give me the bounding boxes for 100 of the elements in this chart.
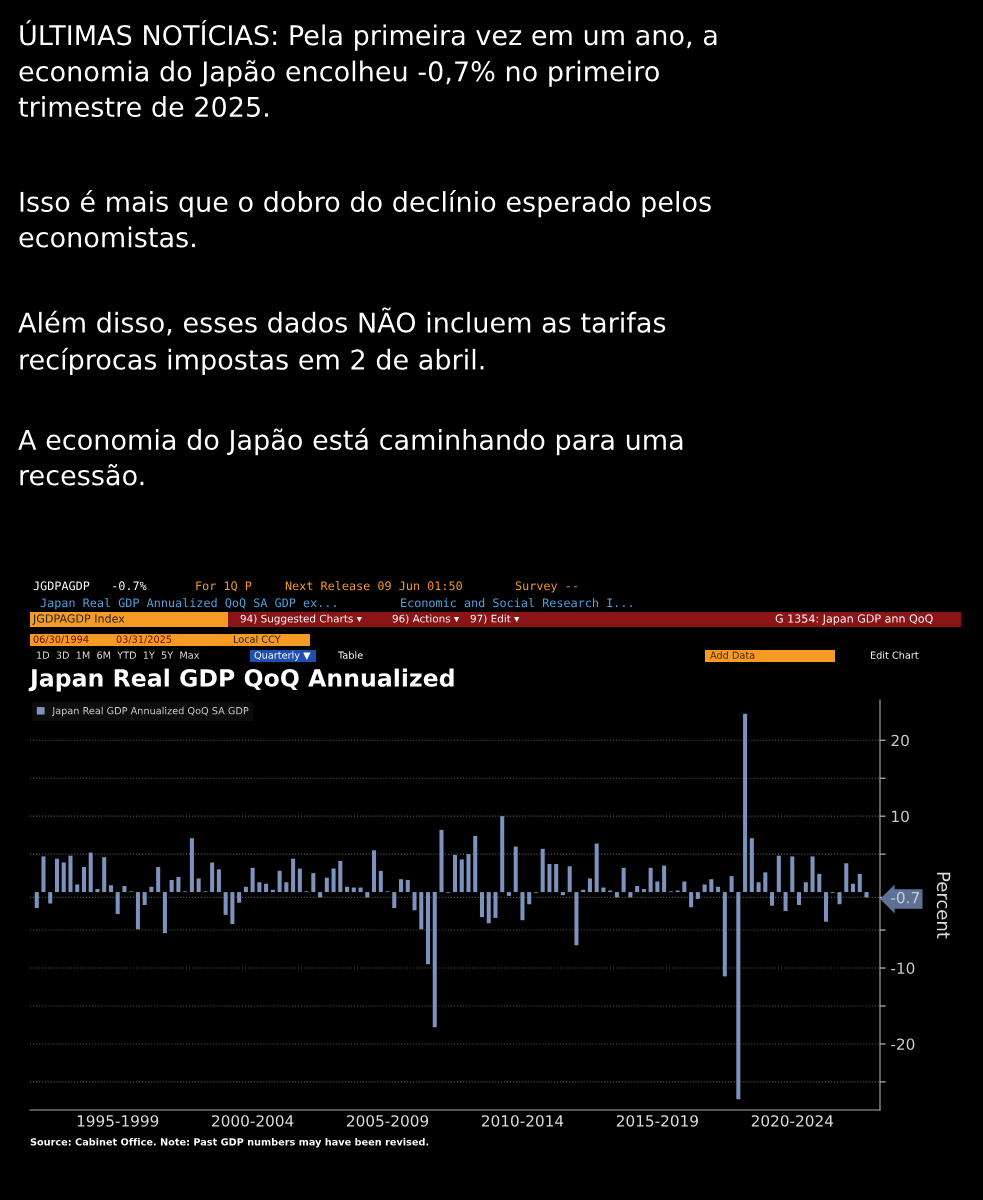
- bar: [196, 878, 201, 893]
- bar: [479, 892, 485, 918]
- text: Japan Real GDP Annualized QoQ SA GDP ex...: [40, 598, 336, 610]
- bar: [837, 892, 842, 905]
- bar: [743, 713, 748, 893]
- bar: [189, 838, 194, 893]
- text: JGDPAGDP Index: [32, 614, 125, 625]
- bar: [560, 892, 565, 896]
- text: Isso é mais que o dobro do declínio esperado pelos economistas.: [19, 190, 711, 248]
- bar: [432, 892, 437, 1028]
- bar: [547, 864, 552, 893]
- bar: [54, 858, 60, 893]
- bar: [587, 878, 592, 893]
- bar: [61, 862, 66, 893]
- bar: [689, 892, 694, 908]
- x-tick-label: 2015-2019: [616, 1115, 698, 1127]
- bar: [662, 865, 667, 893]
- bar: [749, 838, 754, 893]
- bar: [264, 883, 269, 893]
- bar: [554, 864, 559, 893]
- bar: [338, 860, 343, 893]
- text: A economia do Japão está caminhando para uma recessão.: [18, 428, 683, 486]
- bar: [628, 892, 633, 898]
- y-tick-label: -20: [891, 1038, 915, 1050]
- bar: [716, 886, 721, 893]
- bar: [331, 868, 336, 893]
- text: Local CCY: [233, 635, 281, 643]
- bar: [399, 879, 404, 893]
- bar: [135, 892, 140, 930]
- bar: [365, 892, 370, 898]
- bar: [736, 892, 741, 1100]
- bar: [75, 884, 80, 893]
- bar: [648, 867, 653, 893]
- text: Add Data: [710, 651, 755, 659]
- text: Survey --: [515, 581, 577, 593]
- bar: [466, 854, 471, 893]
- bar: [176, 876, 181, 893]
- bar: [857, 873, 862, 893]
- bar: [824, 892, 829, 922]
- bar: [864, 892, 869, 898]
- bar: [372, 850, 377, 893]
- text: Next Release 09 Jun 01:50: [285, 581, 462, 591]
- bar: [115, 892, 120, 915]
- bar: [439, 829, 444, 893]
- bar: [297, 868, 302, 893]
- bar: [108, 885, 113, 893]
- legend-label: Japan Real GDP Annualized QoQ SA GDP: [51, 706, 249, 717]
- bar: [311, 873, 316, 893]
- bar: [641, 889, 646, 893]
- chart-title: Japan Real GDP QoQ Annualized: [28, 668, 454, 692]
- bar: [412, 892, 417, 911]
- bar: [216, 869, 221, 893]
- text: Além disso, esses dados NÃO incluem as tarifas recíprocas impostas em 2 de abril.: [18, 307, 666, 376]
- x-tick-label: 2000-2004: [212, 1115, 294, 1127]
- bar: [169, 879, 174, 893]
- bar: [567, 866, 572, 893]
- bar: [162, 892, 167, 934]
- bar: [230, 892, 235, 924]
- text: Table: [337, 651, 363, 659]
- bar: [486, 892, 491, 924]
- y-tick-label: -10: [891, 962, 915, 975]
- bar: [392, 892, 397, 909]
- bar: [500, 816, 505, 893]
- text: Economic and Social Research I...: [401, 598, 632, 608]
- bar: [527, 892, 532, 905]
- bar: [729, 876, 734, 893]
- text: 97) Edit ▾: [470, 614, 520, 624]
- y-tick-label: -0.7: [891, 891, 919, 904]
- bar: [574, 892, 579, 946]
- bar: [817, 873, 822, 893]
- bar: [419, 892, 424, 930]
- text: Edit Chart: [870, 651, 919, 659]
- bar: [797, 892, 802, 905]
- bar: [473, 835, 478, 893]
- bar: [844, 863, 849, 893]
- bar: [810, 856, 815, 893]
- bar: [506, 892, 511, 896]
- bar: [34, 892, 39, 909]
- bar: [614, 892, 619, 898]
- text: 03/31/2025: [116, 635, 172, 644]
- bar: [378, 870, 383, 893]
- bar: [291, 858, 296, 893]
- bar: [88, 852, 93, 893]
- text: ÚLTIMAS NOTÍCIAS: Pela primeira vez em um ano, a economia do Japão encolheu -0,7% no primeiro trimestre de 2025.: [18, 20, 717, 118]
- bar: [68, 855, 73, 893]
- bar: [702, 884, 707, 893]
- y-axis-title: Percent: [936, 872, 951, 939]
- bar: [756, 882, 761, 893]
- text: 06/30/1994: [33, 635, 89, 644]
- x-tick-label: 2020-2024: [751, 1115, 834, 1127]
- bar: [783, 892, 788, 912]
- bar: [790, 856, 795, 893]
- x-tick-label: 2010-2014: [481, 1115, 564, 1127]
- bar: [156, 867, 161, 893]
- text: JGDPAGDP -0.7%: [33, 581, 147, 591]
- bar: [594, 843, 599, 893]
- bar: [540, 848, 545, 893]
- bar: [513, 846, 518, 893]
- bar: [459, 859, 464, 893]
- bar: [257, 882, 262, 893]
